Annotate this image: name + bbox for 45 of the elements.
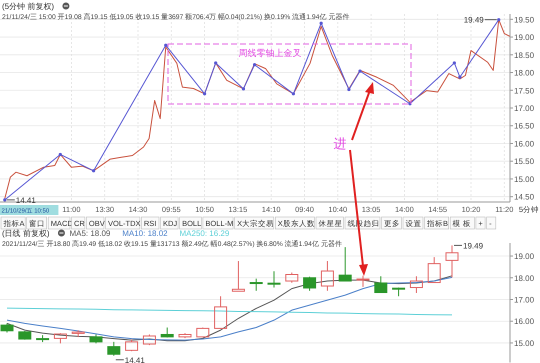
point bbox=[452, 61, 456, 65]
y-tick-label: 15.50 bbox=[514, 157, 535, 166]
y-tick-label: 18.00 bbox=[514, 68, 535, 78]
y-tick-label: 19.50 bbox=[514, 15, 535, 24]
point bbox=[458, 76, 462, 79]
annotation: 14.41 bbox=[124, 356, 146, 363]
point bbox=[358, 70, 362, 73]
text: MA10: 18.02 bbox=[122, 229, 168, 238]
candlestick bbox=[320, 260, 334, 292]
y-tick-label: 19.00 bbox=[514, 33, 535, 42]
annotation: 周线零轴上金叉 bbox=[238, 48, 302, 58]
y-tick-label: 16.00 bbox=[514, 317, 535, 326]
chart-title: (5分钟 前复权) bbox=[2, 2, 54, 11]
point bbox=[497, 18, 500, 22]
y-tick-label: 15.00 bbox=[514, 174, 535, 184]
point bbox=[242, 87, 246, 90]
candlestick bbox=[303, 276, 316, 292]
annotation: 14.41 bbox=[16, 196, 36, 205]
point bbox=[292, 92, 295, 96]
point bbox=[92, 169, 96, 172]
annotation: 19.49 bbox=[464, 16, 484, 25]
y-tick-label: 17.00 bbox=[514, 295, 535, 304]
y-tick-label: 16.50 bbox=[514, 122, 535, 131]
y-tick-label: 15.00 bbox=[514, 338, 535, 348]
y-tick-label: 16.00 bbox=[514, 139, 535, 148]
y-tick-label: 17.50 bbox=[514, 86, 535, 96]
point bbox=[3, 198, 6, 202]
annotation: 进 bbox=[334, 136, 346, 151]
candlestick bbox=[410, 276, 423, 294]
y-tick-label: 19.00 bbox=[514, 252, 535, 262]
point bbox=[164, 44, 168, 47]
point bbox=[203, 92, 206, 96]
point bbox=[58, 152, 62, 156]
point bbox=[252, 63, 256, 66]
y-tick-label: 18.00 bbox=[514, 274, 535, 283]
chart-title: (日线 前复权) bbox=[2, 229, 50, 238]
text: MA250: 16.29 bbox=[180, 229, 230, 238]
point bbox=[214, 61, 218, 65]
y-tick-label: 17.00 bbox=[514, 104, 535, 113]
text: 19.49 bbox=[463, 241, 484, 250]
point bbox=[347, 88, 350, 92]
point bbox=[320, 22, 323, 25]
legend-label: MA5: 18.09 bbox=[69, 229, 111, 238]
y-tick-label: 18.50 bbox=[514, 50, 535, 60]
y-tick-label: 14.50 bbox=[514, 192, 535, 202]
